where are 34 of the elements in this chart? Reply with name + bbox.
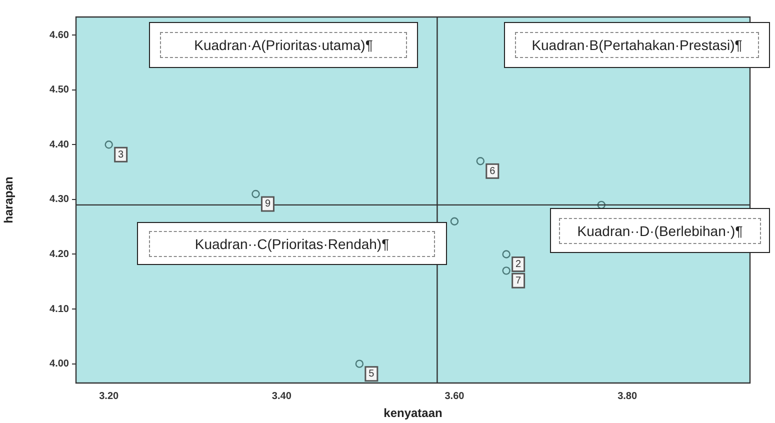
- y-tick-label: 4.20: [50, 248, 70, 260]
- annotation: 5: [368, 368, 375, 380]
- y-tick-label: 4.50: [50, 84, 70, 96]
- y-tick-label: 4.30: [50, 194, 70, 206]
- point: [476, 157, 484, 166]
- point: [355, 360, 364, 368]
- x-axis-title: kenyataan: [384, 406, 442, 420]
- text-box: Kuadran··D·(Berlebihan·)¶: [550, 208, 770, 253]
- y-axis-title: harapan: [2, 176, 16, 224]
- point: [252, 190, 260, 198]
- annotation: Kuadran··C(Prioritas·Rendah)¶: [149, 230, 435, 256]
- text-box: Kuadran·A(Prioritas·utama)¶: [149, 22, 418, 68]
- annotation: Kuadran·A(Prioritas·utama)¶: [160, 32, 408, 58]
- text-box: Kuadran·B(Pertahakan·Prestasi)¶: [504, 22, 770, 68]
- x-tick-label: 3.40: [272, 390, 292, 402]
- y-tick-label: 4.60: [50, 30, 70, 41]
- annotation: 6: [490, 166, 496, 177]
- annotation: Kuadran··D·(Berlebihan·)¶: [558, 218, 762, 244]
- point: [450, 217, 459, 226]
- y-tick-label: 4.00: [50, 358, 70, 370]
- y-tick-label: 4.10: [50, 304, 70, 315]
- annotation: 2: [516, 258, 522, 270]
- annotation: 3: [118, 149, 124, 160]
- text-box: Kuadran··C(Prioritas·Rendah)¶: [137, 222, 447, 265]
- annotation: 9: [264, 198, 271, 210]
- annotation: 7: [516, 275, 522, 286]
- x-tick-label: 3.80: [618, 390, 638, 402]
- point: [104, 140, 113, 149]
- y-tick-label: 4.40: [50, 139, 70, 150]
- x-tick-label: 3.20: [99, 390, 120, 402]
- annotation: Kuadran·B(Pertahakan·Prestasi)¶: [514, 32, 760, 58]
- x-tick-label: 3.60: [444, 390, 465, 402]
- point: [502, 266, 510, 275]
- point: [502, 250, 510, 258]
